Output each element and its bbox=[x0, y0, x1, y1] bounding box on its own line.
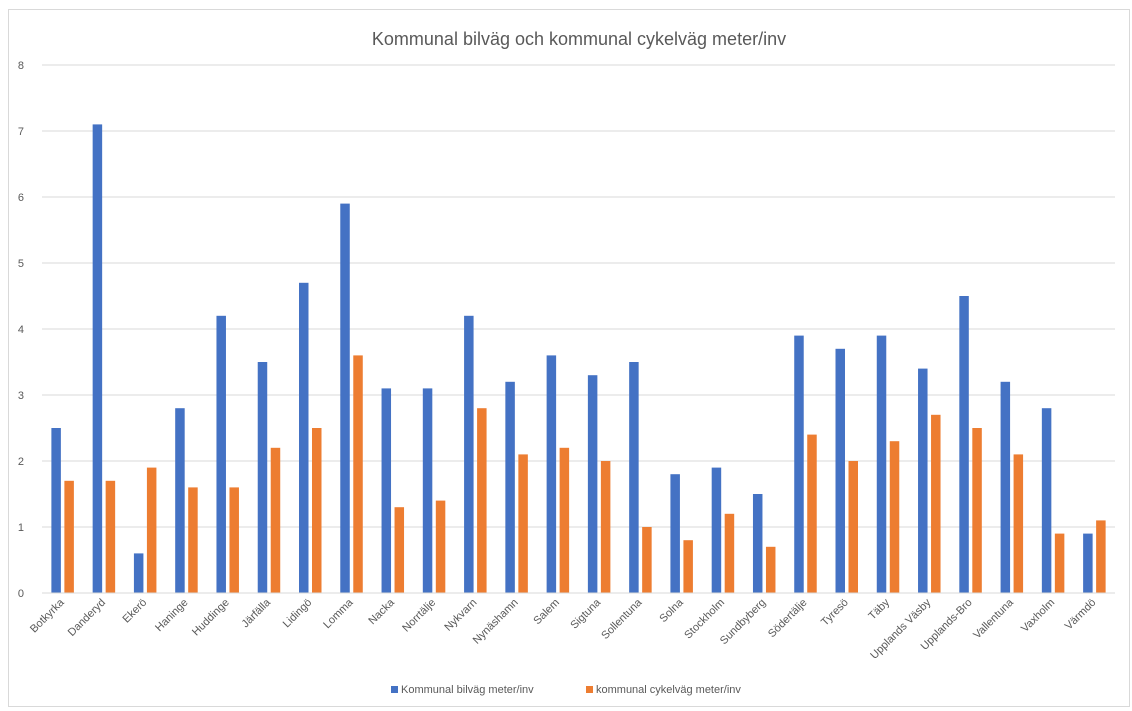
bar-cykelvag bbox=[972, 428, 982, 593]
bar-cykelvag bbox=[188, 487, 198, 593]
bar-bilvag bbox=[587, 375, 598, 593]
bar-cykelvag bbox=[1013, 454, 1024, 593]
bar-bilvag bbox=[1041, 408, 1052, 593]
bar-bilvag bbox=[505, 381, 515, 593]
bar-bilvag bbox=[340, 203, 350, 593]
bar-cykelvag bbox=[807, 434, 817, 593]
bar-bilvag bbox=[629, 362, 639, 593]
bar-cykelvag bbox=[1054, 533, 1065, 593]
bars bbox=[51, 124, 1106, 594]
bar-cykelvag bbox=[642, 527, 652, 593]
bar-cykelvag bbox=[394, 507, 405, 593]
bar-cykelvag bbox=[931, 414, 941, 593]
x-tick-label: Tyresö bbox=[819, 597, 851, 629]
y-tick-label: 8 bbox=[18, 60, 24, 72]
x-tick-label: Haninge bbox=[153, 597, 190, 634]
bar-bilvag bbox=[381, 388, 392, 593]
bar-bilvag bbox=[1083, 533, 1093, 593]
bar-cykelvag bbox=[477, 408, 487, 593]
x-tick-label: Vallentuna bbox=[971, 596, 1016, 641]
bar-cykelvag bbox=[889, 441, 900, 593]
bar-bilvag bbox=[464, 315, 474, 593]
bar-chart: Kommunal bilväg och kommunal cykelväg me… bbox=[18, 29, 1115, 696]
y-tick-label: 7 bbox=[18, 126, 24, 138]
bar-cykelvag bbox=[848, 461, 858, 593]
bar-cykelvag bbox=[600, 461, 611, 593]
legend-label-cykelvag: kommunal cykelväg meter/inv bbox=[596, 684, 741, 696]
y-tick-label: 0 bbox=[18, 588, 24, 600]
bar-bilvag bbox=[175, 408, 185, 593]
x-tick-label: Danderyd bbox=[66, 597, 108, 639]
bar-cykelvag bbox=[270, 447, 281, 593]
x-tick-label: Norrtälje bbox=[400, 597, 438, 635]
bar-bilvag bbox=[711, 467, 722, 593]
bar-cykelvag bbox=[724, 513, 735, 593]
bar-bilvag bbox=[422, 388, 433, 593]
bar-bilvag bbox=[299, 282, 309, 593]
x-tick-label: Lidingö bbox=[281, 597, 315, 631]
x-tick-label: Järfälla bbox=[240, 596, 274, 630]
bar-bilvag bbox=[133, 553, 144, 593]
bar-cykelvag bbox=[146, 467, 157, 593]
bar-cykelvag bbox=[518, 454, 528, 593]
y-tick-label: 1 bbox=[18, 522, 24, 534]
bar-cykelvag bbox=[64, 480, 74, 593]
bar-cykelvag bbox=[105, 480, 116, 593]
legend: Kommunal bilväg meter/inv kommunal cykel… bbox=[391, 684, 741, 696]
chart-title: Kommunal bilväg och kommunal cykelväg me… bbox=[372, 29, 786, 49]
bar-cykelvag bbox=[229, 487, 239, 593]
bar-cykelvag bbox=[353, 355, 363, 593]
bar-bilvag bbox=[959, 296, 969, 593]
bar-cykelvag bbox=[765, 546, 776, 593]
bar-cykelvag bbox=[559, 447, 570, 593]
bar-bilvag bbox=[216, 315, 226, 593]
bar-bilvag bbox=[835, 348, 845, 593]
x-tick-label: Värmdö bbox=[1063, 597, 1099, 633]
bar-bilvag bbox=[257, 362, 268, 593]
bar-bilvag bbox=[876, 335, 887, 593]
bar-bilvag bbox=[92, 124, 103, 594]
gridlines bbox=[42, 64, 1115, 528]
bar-bilvag bbox=[918, 368, 928, 593]
x-tick-label: Sollentuna bbox=[599, 596, 645, 642]
x-tick-label: Vaxholm bbox=[1019, 597, 1057, 635]
bar-bilvag bbox=[1000, 381, 1011, 593]
x-tick-label: Nacka bbox=[366, 596, 397, 627]
x-tick-label: Salem bbox=[531, 597, 562, 628]
x-tick-label: Täby bbox=[866, 596, 892, 622]
bar-bilvag bbox=[794, 335, 804, 593]
chart-frame: Kommunal bilväg och kommunal cykelväg me… bbox=[8, 9, 1130, 707]
legend-swatch-cykelvag bbox=[586, 686, 593, 693]
x-tick-label: Huddinge bbox=[190, 597, 232, 639]
x-tick-label: Stockholm bbox=[682, 597, 727, 642]
x-tick-label: Lomma bbox=[321, 596, 356, 631]
bar-cykelvag bbox=[312, 428, 322, 593]
bar-bilvag bbox=[51, 428, 61, 593]
x-tick-label: Nykvarn bbox=[442, 597, 479, 634]
y-tick-label: 3 bbox=[18, 390, 24, 402]
y-axis-ticks: 0 1 2 3 4 5 6 7 8 bbox=[18, 60, 24, 600]
bar-bilvag bbox=[752, 494, 763, 593]
legend-label-bilvag: Kommunal bilväg meter/inv bbox=[401, 684, 534, 696]
bar-bilvag bbox=[670, 474, 680, 593]
y-tick-label: 6 bbox=[18, 192, 24, 204]
legend-swatch-bilvag bbox=[391, 686, 398, 693]
x-tick-label: Botkyrka bbox=[28, 596, 67, 635]
bar-cykelvag bbox=[1096, 520, 1106, 593]
x-tick-label: Södertälje bbox=[766, 597, 810, 641]
bar-cykelvag bbox=[435, 500, 446, 593]
x-tick-label: Ekerö bbox=[120, 597, 149, 626]
y-tick-label: 2 bbox=[18, 456, 24, 468]
x-tick-label: Sigtuna bbox=[568, 596, 603, 631]
x-axis-ticks: Botkyrka Danderyd Ekerö Haninge Huddinge Järf… bbox=[28, 596, 1098, 662]
y-tick-label: 5 bbox=[18, 258, 24, 270]
y-tick-label: 4 bbox=[18, 324, 24, 336]
bar-cykelvag bbox=[683, 540, 693, 593]
bar-bilvag bbox=[546, 355, 557, 593]
x-tick-label: Solna bbox=[657, 596, 686, 625]
